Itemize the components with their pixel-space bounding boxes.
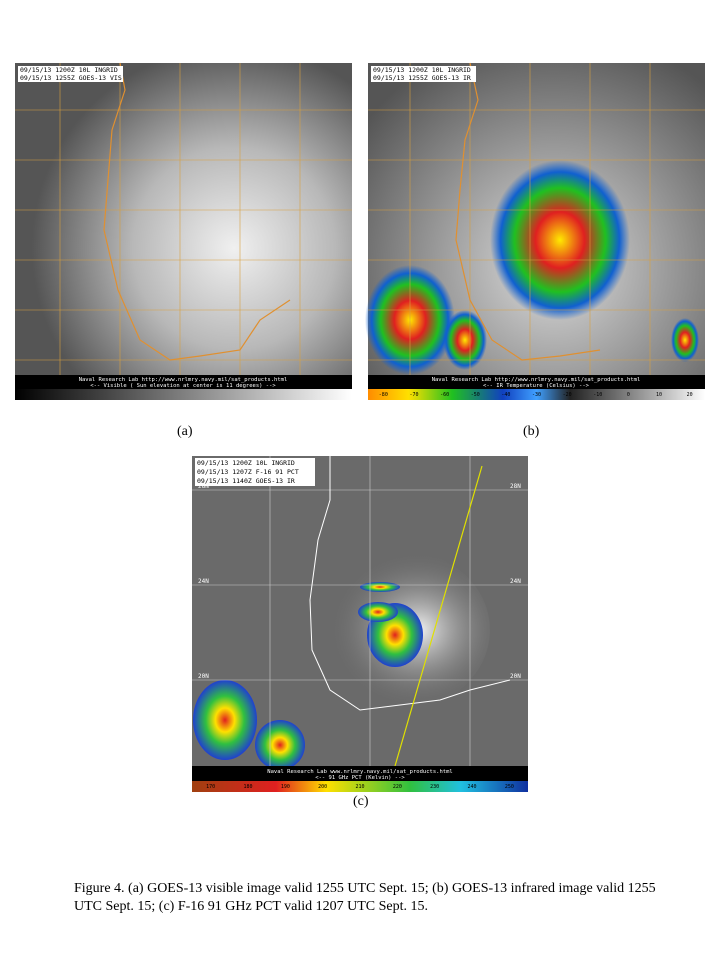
header-line: 09/15/13 1207Z F-16 91 PCT xyxy=(197,468,299,476)
caption: Figure 4. (a) GOES-13 visible image vali… xyxy=(74,881,656,914)
image-texts: 09/15/13 1200Z 10L INGRID 09/15/13 1255Z… xyxy=(20,66,693,790)
latitude-label: 24N xyxy=(510,578,521,585)
header-line: 09/15/13 1200Z 10L INGRID xyxy=(197,459,295,467)
latitude-label: 20N xyxy=(198,673,209,680)
colorbar-label: 170 xyxy=(206,784,215,790)
colorbar-label: 200 xyxy=(318,784,327,790)
panel-c-image xyxy=(192,456,528,792)
panel-label: (b) xyxy=(523,424,540,439)
colorbar-label: 220 xyxy=(393,784,402,790)
footer-line: Naval Research Lab http://www.nrlmry.nav… xyxy=(432,377,641,383)
colorbar-label: 210 xyxy=(355,784,364,790)
colorbar-label: 20 xyxy=(687,392,693,398)
colorbar-label: 250 xyxy=(505,784,514,790)
latitude-label: 20N xyxy=(510,673,521,680)
footer-line: Naval Research Lab www.nrlmry.navy.mil/s… xyxy=(267,769,452,775)
colorbar-label: 0 xyxy=(627,392,630,398)
colorbar-label: -60 xyxy=(440,392,449,398)
panel-b-image xyxy=(365,62,705,400)
colorbar-label: 10 xyxy=(656,392,662,398)
colorbar-label: -40 xyxy=(501,392,510,398)
footer-line: <-- 91 GHz PCT (Kelvin) --> xyxy=(315,775,405,781)
colorbar-label: 230 xyxy=(430,784,439,790)
latitude-label: 28N xyxy=(510,483,521,490)
panel-label: (a) xyxy=(177,424,193,439)
colorbar-label: -20 xyxy=(563,392,572,398)
colorbar-label: 190 xyxy=(281,784,290,790)
header-line: 09/15/13 1200Z 10L INGRID xyxy=(373,66,471,74)
colorbar-label: -50 xyxy=(471,392,480,398)
latitude-label: 24N xyxy=(198,578,209,585)
colorbar-label: -80 xyxy=(379,392,388,398)
colorbar-label: -30 xyxy=(532,392,541,398)
colorbar-label: 180 xyxy=(243,784,252,790)
footer-line: <-- IR Temperature (Celsius) --> xyxy=(483,383,590,389)
figure: 09/15/13 1200Z 10L INGRID 09/15/13 1255Z… xyxy=(15,62,705,792)
panel-a-image xyxy=(15,62,352,400)
latitude-label: 28N xyxy=(198,483,209,490)
header-line: 09/15/13 1140Z GOES-13 IR xyxy=(197,477,295,485)
header-line: 09/15/13 1200Z 10L INGRID xyxy=(20,66,118,74)
header-line: 09/15/13 1255Z GOES-13 IR xyxy=(373,74,471,82)
footer-line: <-- Visible ( Sun elevation at center is… xyxy=(90,383,276,389)
header-line: 09/15/13 1255Z GOES-13 VIS xyxy=(20,74,122,82)
panel-label: (c) xyxy=(353,794,369,809)
colorbar-label: 240 xyxy=(467,784,476,790)
footer-line: Naval Research Lab http://www.nrlmry.nav… xyxy=(79,377,288,383)
colorbar-label: -10 xyxy=(593,392,602,398)
colorbar-label: -70 xyxy=(409,392,418,398)
